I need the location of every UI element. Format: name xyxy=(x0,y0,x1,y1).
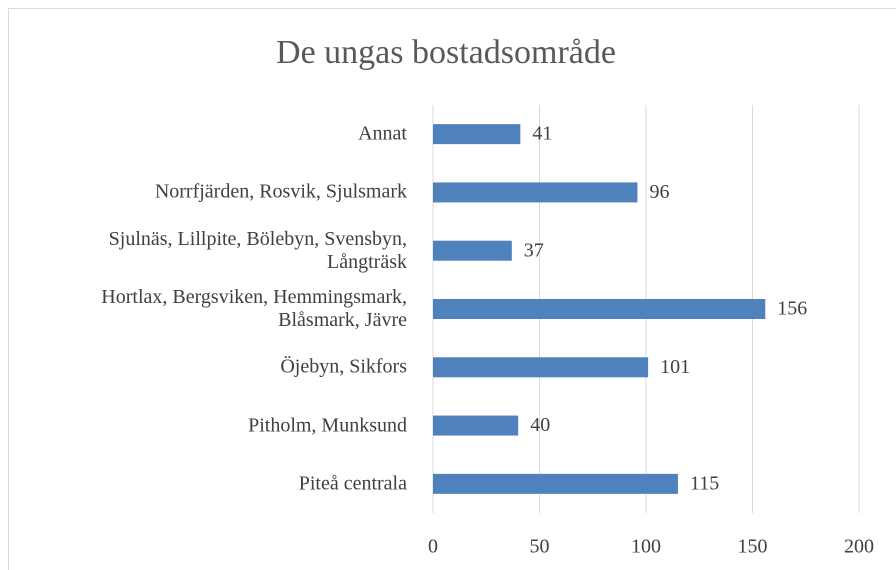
data-label: 101 xyxy=(660,356,690,378)
y-tick-label: Sjulnäs, Lillpite, Bölebyn, Svensbyn, Lå… xyxy=(108,227,407,273)
bar xyxy=(433,473,678,494)
bar xyxy=(433,415,519,436)
y-tick-label: Norrfjärden, Rosvik, Sjulsmark xyxy=(154,180,407,203)
x-tick-label: 50 xyxy=(530,536,550,558)
bar xyxy=(433,182,638,203)
y-tick-label: Pitholm, Munksund xyxy=(248,414,407,437)
bar xyxy=(433,299,766,319)
data-label: 96 xyxy=(649,181,669,203)
data-label: 115 xyxy=(690,472,719,494)
bar xyxy=(433,124,521,145)
x-tick-label: 0 xyxy=(428,536,438,558)
frame xyxy=(8,8,896,570)
y-tick-label: Öjebyn, Sikfors xyxy=(280,355,407,378)
y-tick-label: Hortlax, Bergsviken, Hemmingsmark, Blåsm… xyxy=(101,286,407,331)
x-tick-label: 200 xyxy=(844,536,874,558)
data-label: 156 xyxy=(777,298,807,320)
bar xyxy=(433,240,512,261)
data-label: 40 xyxy=(530,414,550,436)
data-label: 41 xyxy=(532,123,552,145)
data-label: 37 xyxy=(524,239,544,261)
y-tick-label: Piteå centrala xyxy=(298,472,407,495)
y-tick-label: Annat xyxy=(358,122,407,145)
x-tick-label: 100 xyxy=(631,536,661,558)
bar xyxy=(433,357,649,378)
chart-title: De ungas bostadsområde xyxy=(276,34,616,71)
x-tick-label: 150 xyxy=(738,536,768,558)
